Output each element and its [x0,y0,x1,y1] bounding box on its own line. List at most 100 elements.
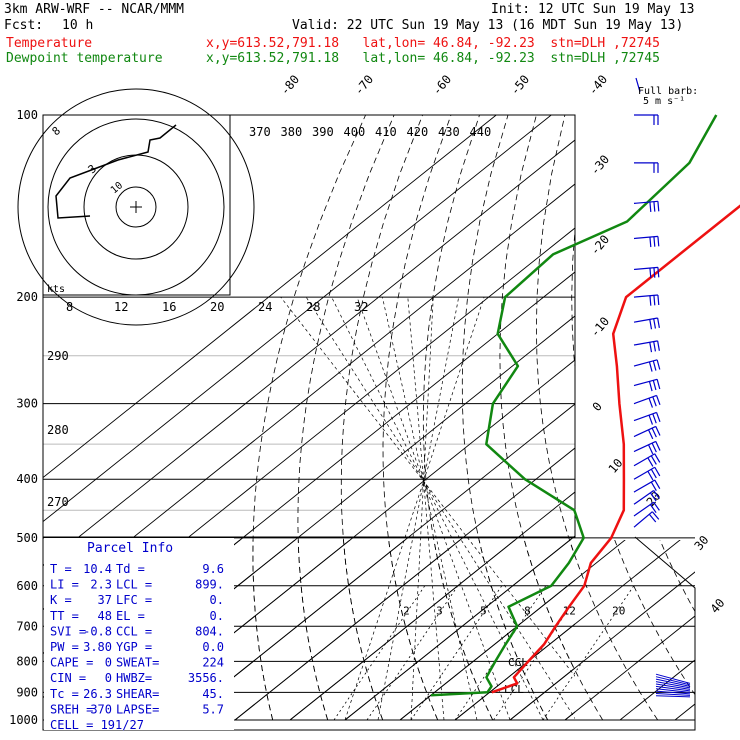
parcel-key: SHEAR= [116,687,159,701]
wind-barb [633,359,658,367]
parcel-value: 0. [210,609,224,623]
temperature-tick-label: -60 [430,72,455,98]
wind-barb [655,681,691,689]
wind-barb-flag [649,492,657,502]
dry-adiabat [422,115,494,721]
isotherm-line [43,183,575,611]
upper-frame [42,114,576,538]
parcel-value: 899. [195,578,224,592]
hodograph-speed-label: kts [47,284,65,295]
temperature-tick-label: -70 [352,72,377,98]
wind-barb-flag [653,295,656,306]
parcel-key: CIN = [50,671,86,685]
speed-tick-label: 24 [258,300,272,314]
wind-barb-flag [652,360,657,371]
parcel-key: CCL = [116,624,152,638]
wind-barb-flag [649,201,652,213]
wind-barb-flag [657,340,660,351]
wind-barb-flag [649,267,652,279]
wind-barb [633,200,658,205]
wind-barb-flag [647,444,654,455]
parcel-key: TT = [50,609,79,623]
isotherm-line [619,659,695,721]
parcel-key: LCL = [116,578,152,592]
speed-tick-label: 12 [114,300,128,314]
mixing-ratio-line [333,585,426,721]
pressure-tick-label: 800 [16,654,38,668]
mixing-ratio-label: 2 [403,604,410,617]
isotherm-line [399,579,575,721]
pressure-tick-label: 200 [16,290,38,304]
wind-barb [655,678,691,687]
dry-adiabat [606,115,740,720]
temperature-tick-label: 40 [708,596,728,616]
parcel-cell: CELL = 191/27 [50,718,144,732]
parcel-value: 804. [195,624,224,638]
parcel-value: 26.3 [83,687,112,701]
parcel-key: LI = [50,578,79,592]
barb-key-label: Full barb: [638,86,698,97]
parcel-key: SREH = [50,702,93,716]
wind-barb-flag [648,361,653,372]
dry-adiabat [571,225,575,372]
pressure-tick-label: 100 [16,108,38,122]
dry-adiabat [659,540,695,613]
pressure-tick-label: 700 [16,619,38,633]
lower-frame [42,536,696,731]
parcel-value: 10.4 [83,562,112,576]
isotherm-line [509,667,575,721]
wind-barb-flag [649,504,657,514]
isotherm-line [454,623,575,721]
mixing-ratio-label: 8 [524,604,531,617]
wind-barb [655,673,691,684]
theta-tick-label: 370 [249,125,271,139]
parcel-key: K = [50,593,72,607]
side-tick-label: 270 [47,495,69,509]
wind-barb-flag [656,359,661,370]
isotherm-line [43,115,497,479]
wind-barb-flag [650,468,657,479]
parcel-key: EL = [116,609,145,623]
speed-tick-label: 32 [354,300,368,314]
parcel-value: 48 [98,609,112,623]
wind-barb-flag [653,501,660,511]
dry-adiabat [388,540,439,721]
temperature-tick-label: -10 [588,314,613,340]
wind-barb-flag [649,342,653,353]
parcel-value: 224 [202,656,224,670]
wind-barb-flag [647,470,654,481]
dry-adiabat [297,540,329,721]
isotherm-line [344,535,575,721]
wind-barb-flag [653,267,656,278]
isotherm-line [344,540,571,721]
wind-barb-flag [648,397,654,408]
sounding-series [430,114,740,697]
hodograph-ring [115,186,157,228]
mixing-ratio-line [542,585,635,721]
parcel-key: HWBZ= [116,671,152,685]
pressure-tick-label: 1000 [9,713,38,727]
wind-barb-flag [653,236,656,247]
wind-barb-flag [653,201,656,212]
isotherm-line [674,703,695,721]
isotherm-line [43,139,575,567]
dry-adiabat [569,540,659,721]
wind-barb-flag [653,318,657,329]
wind-barb-flag [657,317,660,328]
mixing-ratio-label: 3 [436,604,443,617]
wind-barb-flag [651,427,657,438]
legend-dewpoint: Dewpoint temperature [6,51,163,66]
wind-barb [655,685,691,692]
wind-barb-flag [652,396,657,407]
wind-barb-flag [648,513,657,523]
parcel-value: 2.3 [90,578,112,592]
isotherm-line [509,571,695,721]
wind-barb [655,695,691,698]
parcel-key: PW = [50,640,79,654]
temperature-tick-label: -40 [586,72,611,98]
isotherm-line [234,447,575,721]
dry-adiabat [703,115,740,720]
